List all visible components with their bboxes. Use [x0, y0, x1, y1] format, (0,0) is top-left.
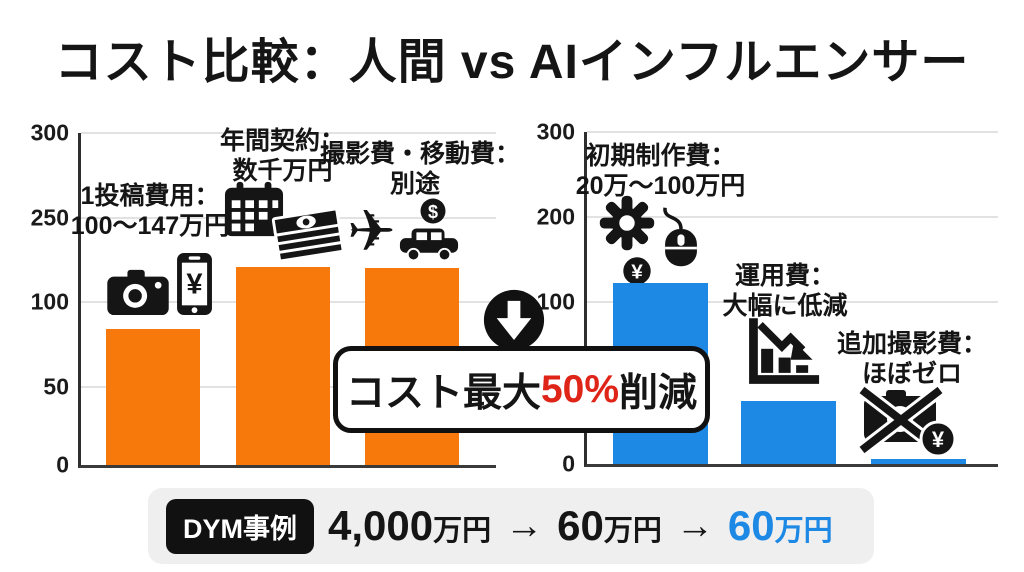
annotation-line: 大幅に低減 [722, 291, 848, 320]
declining-chart-icon [749, 318, 820, 384]
per-post-icons: ¥ [106, 252, 213, 316]
annotation-line: 初期制作費： [585, 142, 736, 170]
annotation-shooting-travel: 撮影費・移動費： 別途 [320, 140, 521, 199]
bar-operating-cost [741, 400, 836, 464]
page-title: コスト比較：人間 vs AIインフルエンサー [54, 36, 970, 89]
annotation-operating-cost: 運用費： 大幅に低減 [695, 262, 875, 321]
yen-coin-icon: ¥ [620, 254, 654, 288]
cost-value-ai-ongoing: 60万円 [727, 502, 833, 549]
y-axis-tick-label: 0 [562, 450, 575, 477]
gridline [587, 300, 998, 303]
gridline [587, 215, 998, 218]
annotation-annual-contract: 年間契約： 数千万円 [195, 127, 370, 186]
gridline [587, 131, 998, 133]
bar-per-post-cost [106, 328, 200, 465]
annotation-line: 数千万円 [232, 156, 333, 185]
svg-text:$: $ [428, 202, 438, 222]
callout-prefix: コスト最大 [345, 371, 541, 415]
svg-text:¥: ¥ [631, 261, 643, 284]
dym-case-badge: DYM事例 [166, 498, 314, 554]
calendar-icon [224, 180, 284, 237]
y-axis-tick-label: 300 [536, 118, 575, 145]
annotation-line: 20万〜100万円 [575, 171, 746, 200]
annotation-line: 追加撮影費： [836, 330, 987, 358]
shooting-travel-icons: ✈ $ [347, 198, 460, 262]
gridline [81, 132, 496, 134]
cost-value-human: 4,000万円 [328, 502, 492, 549]
callout-suffix: 削減 [619, 371, 698, 415]
annotation-line: 年間契約： [219, 127, 345, 155]
no-camera-yen-icon: ¥ [858, 384, 957, 458]
down-arrow-icon [483, 289, 545, 351]
svg-text:¥: ¥ [186, 269, 203, 301]
annotation-line: 撮影費・移動費： [320, 140, 521, 168]
annual-contract-icons [224, 180, 346, 264]
annotation-line: 運用費： [734, 262, 835, 290]
smartphone-yen-icon: ¥ [177, 252, 212, 316]
flow-arrow-icon: → [675, 505, 714, 547]
y-axis-tick-label: 250 [30, 204, 69, 231]
y-axis-tick-label: 0 [56, 451, 69, 478]
initial-production-icons: ¥ [598, 194, 723, 292]
bar-annual-contract [236, 266, 330, 465]
dym-case-banner: DYM事例 4,000万円 → 60万円 → 60万円 [148, 488, 874, 564]
y-axis-tick-label: 100 [30, 288, 69, 315]
annotation-line: ほぼゼロ [861, 359, 962, 388]
flow-arrow-icon: → [505, 505, 544, 547]
cost-reduction-callout: コスト最大 50% 削減 [333, 346, 710, 433]
annotation-line: 100〜147万円 [70, 211, 230, 240]
y-axis-tick-label: 200 [536, 203, 575, 230]
cost-value-ai-initial: 60万円 [557, 502, 662, 549]
annotation-initial-production: 初期制作費： 20万〜100万円 [568, 142, 753, 201]
annotation-line: 別途 [389, 169, 440, 198]
camera-icon [107, 269, 169, 316]
svg-text:¥: ¥ [932, 427, 945, 452]
annotation-extra-shooting: 追加撮影費： ほぼゼロ [822, 330, 1002, 389]
annotation-per-post-cost: 1投稿費用： 100〜147万円 [40, 182, 260, 241]
y-axis-tick-label: 100 [536, 288, 575, 315]
banknotes-icon [271, 207, 345, 263]
annotation-line: 1投稿費用： [80, 182, 220, 210]
y-axis-tick-label: 300 [30, 119, 69, 146]
airplane-icon: ✈ [347, 197, 396, 265]
y-axis-tick-label: 50 [43, 373, 69, 400]
callout-highlight: 50% [540, 367, 620, 411]
dollar-coin-icon: $ [420, 198, 446, 224]
bar-extra-shooting [871, 459, 966, 464]
taxi-icon [399, 228, 458, 262]
computer-mouse-icon [663, 207, 697, 267]
gear-icon [599, 195, 655, 251]
